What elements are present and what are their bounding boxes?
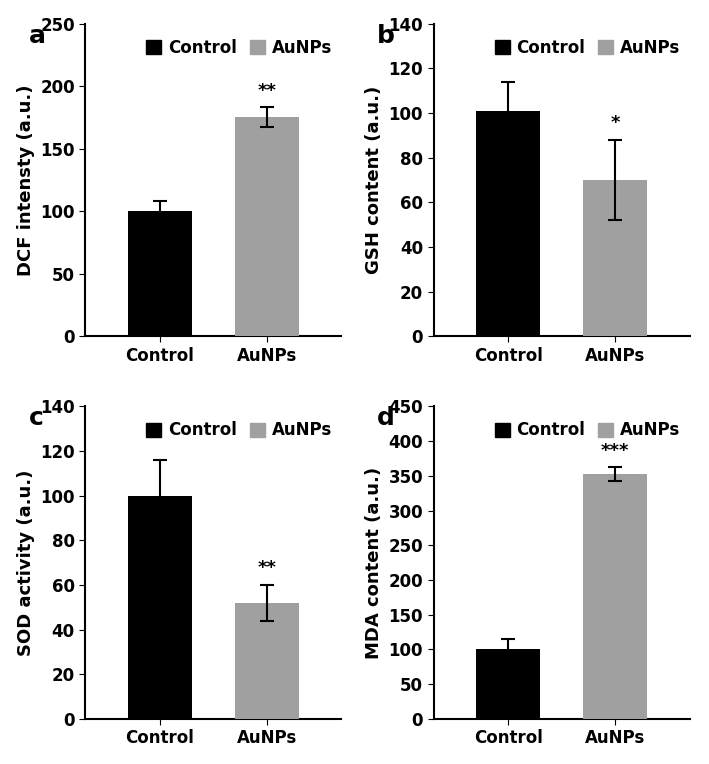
Y-axis label: DCF intensty (a.u.): DCF intensty (a.u.) [17, 84, 35, 276]
Bar [128, 496, 192, 719]
Bar [235, 118, 298, 336]
Bar [476, 649, 540, 719]
Bar [235, 603, 298, 719]
Y-axis label: GSH content (a.u.): GSH content (a.u.) [365, 86, 383, 274]
Legend: Control, AuNPs: Control, AuNPs [488, 415, 687, 446]
Y-axis label: MDA content (a.u.): MDA content (a.u.) [365, 467, 383, 659]
Text: **: ** [257, 82, 277, 99]
Text: b: b [377, 24, 395, 47]
Text: **: ** [257, 559, 277, 577]
Legend: Control, AuNPs: Control, AuNPs [140, 32, 339, 63]
Bar [128, 211, 192, 336]
Bar [583, 474, 647, 719]
Legend: Control, AuNPs: Control, AuNPs [488, 32, 687, 63]
Text: a: a [29, 24, 46, 47]
Y-axis label: SOD activity (a.u.): SOD activity (a.u.) [17, 469, 35, 656]
Bar [476, 111, 540, 336]
Text: ***: *** [601, 442, 629, 460]
Text: d: d [377, 406, 395, 430]
Bar [583, 180, 647, 336]
Text: c: c [29, 406, 44, 430]
Text: *: * [610, 114, 620, 132]
Legend: Control, AuNPs: Control, AuNPs [140, 415, 339, 446]
